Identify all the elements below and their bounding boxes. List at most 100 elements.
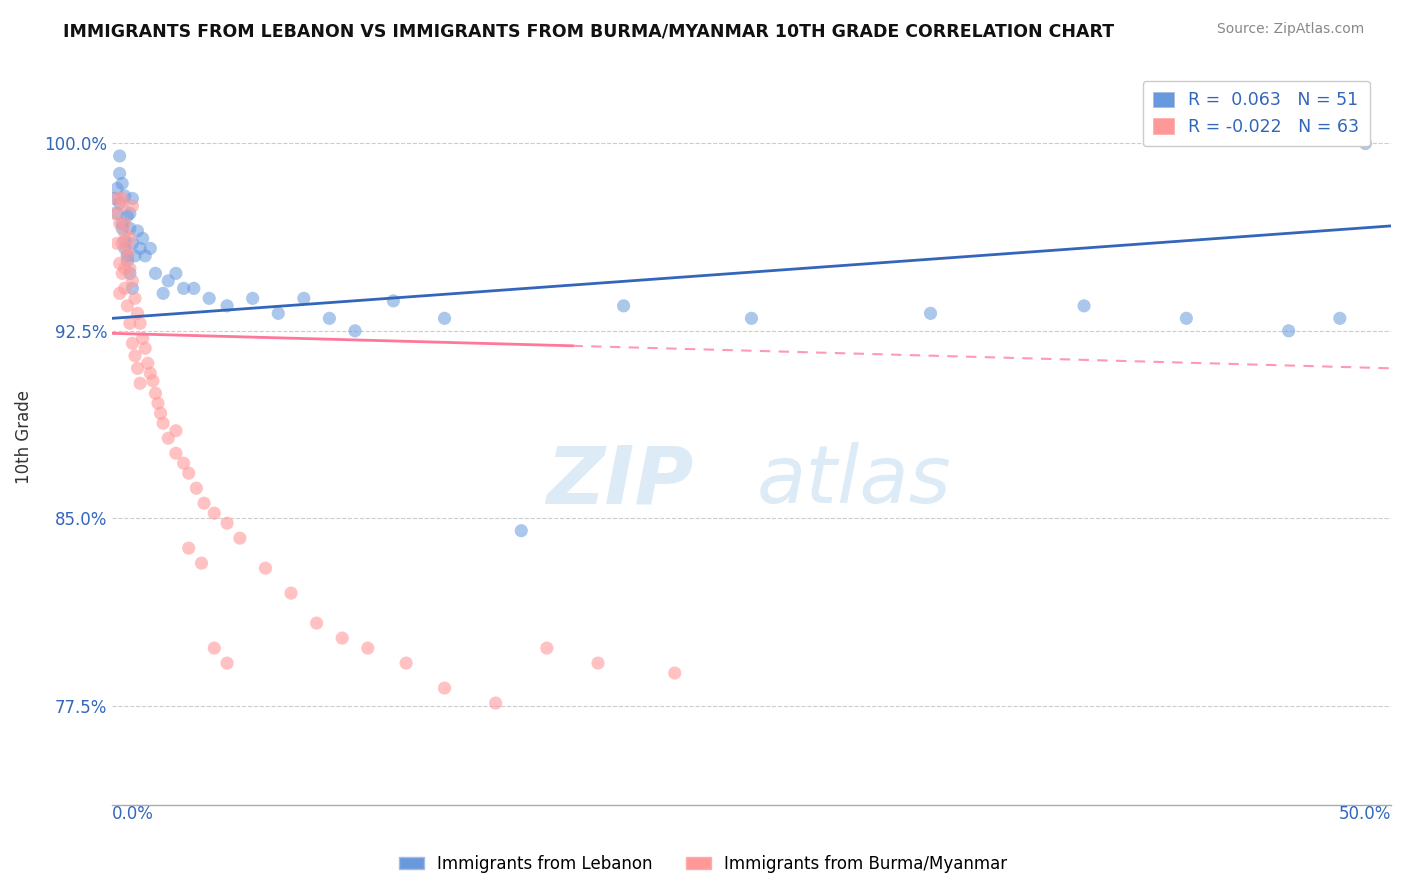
Point xyxy=(108,166,131,180)
Point xyxy=(121,281,143,295)
Point xyxy=(177,467,200,481)
Text: 0.0%: 0.0% xyxy=(112,805,153,823)
Point xyxy=(114,261,136,276)
Point xyxy=(433,681,456,695)
Point xyxy=(173,456,195,470)
Point xyxy=(117,241,139,255)
Point xyxy=(103,206,125,220)
Point xyxy=(305,616,328,631)
Point xyxy=(177,541,200,556)
Point xyxy=(217,516,239,531)
Point xyxy=(111,236,134,251)
Y-axis label: 10th Grade: 10th Grade xyxy=(15,390,32,484)
Point xyxy=(254,561,277,575)
Point xyxy=(121,236,143,251)
Point xyxy=(108,216,131,230)
Point xyxy=(586,656,609,670)
Point xyxy=(111,266,134,280)
Text: Source: ZipAtlas.com: Source: ZipAtlas.com xyxy=(1216,22,1364,37)
Point xyxy=(118,316,141,330)
Point xyxy=(267,306,290,320)
Point xyxy=(330,631,353,645)
Point xyxy=(157,274,180,288)
Point xyxy=(165,424,187,438)
Point xyxy=(117,209,139,223)
Point xyxy=(117,299,139,313)
Point xyxy=(613,299,636,313)
Point xyxy=(114,227,136,241)
Point xyxy=(111,221,134,235)
Point xyxy=(242,291,264,305)
Point xyxy=(118,231,141,245)
Point xyxy=(139,366,162,380)
Point xyxy=(664,666,686,681)
Point xyxy=(217,299,239,313)
Point xyxy=(124,249,146,263)
Point xyxy=(103,191,125,205)
Point xyxy=(136,356,159,370)
Point xyxy=(190,556,212,570)
Point xyxy=(217,656,239,670)
Point xyxy=(124,349,146,363)
Point xyxy=(105,206,128,220)
Point xyxy=(108,256,131,270)
Point xyxy=(920,306,942,320)
Point xyxy=(433,311,456,326)
Point xyxy=(173,281,195,295)
Point xyxy=(193,496,215,510)
Point xyxy=(142,374,165,388)
Point xyxy=(536,641,558,656)
Point xyxy=(114,189,136,203)
Point xyxy=(127,306,149,320)
Point xyxy=(1175,311,1198,326)
Point xyxy=(118,261,141,276)
Point xyxy=(165,266,187,280)
Point xyxy=(108,149,131,163)
Point xyxy=(280,586,302,600)
Point xyxy=(357,641,380,656)
Point xyxy=(152,417,174,431)
Point xyxy=(198,291,221,305)
Point xyxy=(165,446,187,460)
Point xyxy=(111,199,134,213)
Point xyxy=(145,266,167,280)
Point xyxy=(318,311,340,326)
Point xyxy=(127,224,149,238)
Point xyxy=(127,361,149,376)
Point xyxy=(108,196,131,211)
Point xyxy=(129,241,152,255)
Point xyxy=(129,376,152,391)
Point xyxy=(1073,299,1095,313)
Point xyxy=(343,324,366,338)
Point xyxy=(117,253,139,268)
Point xyxy=(134,341,156,355)
Point xyxy=(186,481,208,495)
Point xyxy=(114,216,136,230)
Point xyxy=(740,311,762,326)
Point xyxy=(121,199,143,213)
Point xyxy=(114,281,136,295)
Point xyxy=(149,406,172,420)
Point xyxy=(117,249,139,263)
Point xyxy=(382,293,405,308)
Point xyxy=(131,231,153,245)
Text: 50.0%: 50.0% xyxy=(1339,805,1391,823)
Legend: Immigrants from Lebanon, Immigrants from Burma/Myanmar: Immigrants from Lebanon, Immigrants from… xyxy=(392,848,1014,880)
Point xyxy=(131,331,153,345)
Point xyxy=(134,249,156,263)
Point xyxy=(118,221,141,235)
Point xyxy=(1354,136,1376,151)
Point xyxy=(139,241,162,255)
Point xyxy=(111,177,134,191)
Point xyxy=(118,266,141,280)
Point xyxy=(146,396,169,410)
Point xyxy=(121,336,143,351)
Point xyxy=(121,274,143,288)
Point xyxy=(292,291,315,305)
Point xyxy=(129,316,152,330)
Point xyxy=(202,506,225,520)
Point xyxy=(1278,324,1301,338)
Point xyxy=(183,281,205,295)
Point xyxy=(117,249,139,263)
Text: atlas: atlas xyxy=(756,442,952,520)
